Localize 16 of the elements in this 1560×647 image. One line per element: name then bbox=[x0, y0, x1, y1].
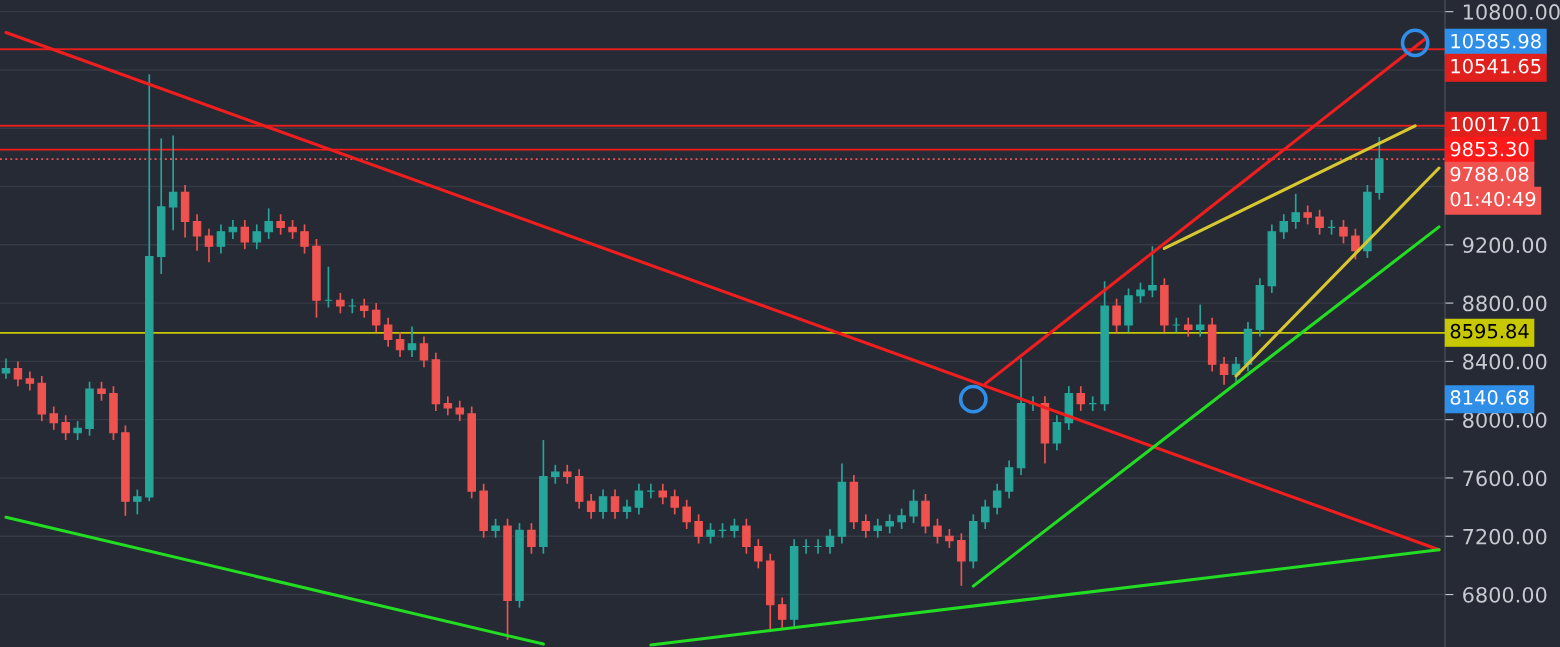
ref-line-label: 9853.30 bbox=[1450, 141, 1529, 157]
ref-line-label: 9788.08 bbox=[1450, 166, 1529, 182]
text: 10585.98 bbox=[1451, 33, 1541, 49]
y-tick-label: 6800.00 bbox=[1463, 586, 1547, 603]
y-tick-label: 10800.00 bbox=[1463, 4, 1560, 20]
ref-line-label: 10541.65 bbox=[1451, 58, 1541, 74]
y-tick-label: 8800.00 bbox=[1463, 295, 1547, 312]
text: 01:40:49 bbox=[1450, 191, 1536, 207]
y-tick-label: 8400.00 bbox=[1463, 353, 1547, 370]
y-tick-label: 9200.00 bbox=[1462, 237, 1547, 254]
text: 8140.68 bbox=[1450, 390, 1529, 405]
ref-line-label: 10017.01 bbox=[1451, 116, 1541, 132]
y-tick-label: 7600.00 bbox=[1463, 470, 1547, 487]
ref-line-label: 8595.84 bbox=[1450, 323, 1529, 339]
y-tick-label: 8000.00 bbox=[1463, 412, 1547, 428]
y-tick-label: 7200.00 bbox=[1463, 528, 1547, 545]
